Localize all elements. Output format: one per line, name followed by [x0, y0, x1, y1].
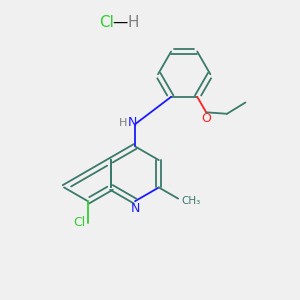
Text: H: H	[118, 118, 127, 128]
Text: H: H	[128, 15, 140, 30]
Text: Cl: Cl	[100, 15, 114, 30]
Text: N: N	[128, 116, 137, 129]
Text: CH₃: CH₃	[182, 196, 201, 206]
Text: O: O	[201, 112, 211, 125]
Text: Cl: Cl	[73, 216, 86, 229]
Text: —: —	[112, 15, 127, 30]
Text: N: N	[130, 202, 140, 215]
